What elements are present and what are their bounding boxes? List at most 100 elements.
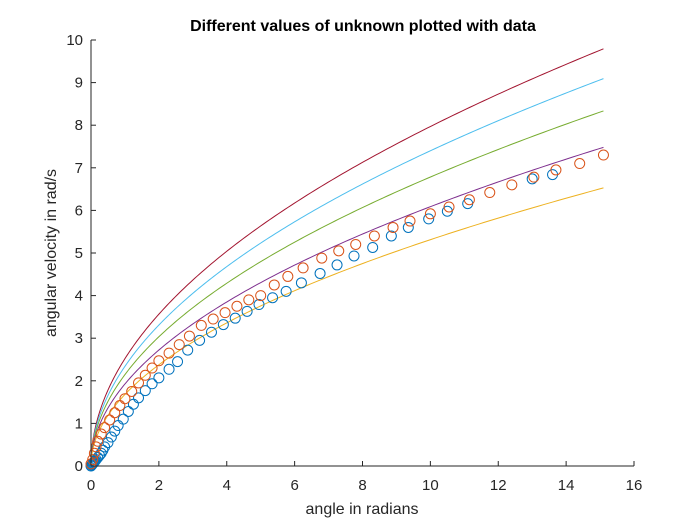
y-tick-label: 2	[75, 373, 83, 390]
x-tick-label: 16	[626, 477, 643, 494]
scatter-point	[424, 208, 436, 220]
scatter-point	[146, 378, 158, 390]
scatter-point	[95, 428, 107, 440]
y-tick-label: 6	[75, 202, 83, 219]
y-tick-label: 8	[75, 117, 83, 134]
scatter-point	[484, 187, 496, 199]
scatter-point	[243, 294, 255, 306]
scatter-point	[280, 285, 292, 297]
scatter-point	[205, 326, 217, 338]
scatter-point	[443, 201, 455, 213]
x-tick-label: 14	[558, 477, 575, 494]
scatter-point	[404, 215, 416, 227]
scatter-point	[297, 262, 309, 274]
y-tick-label: 10	[66, 32, 83, 49]
scatter-point	[109, 425, 121, 437]
scatter-point	[255, 290, 267, 302]
series-line	[90, 48, 604, 467]
y-axis-label: angular velocity in rad/s	[43, 169, 60, 337]
series-line	[90, 78, 604, 467]
scatter-point	[574, 158, 586, 170]
scatter-point	[348, 250, 360, 262]
scatter-point	[229, 312, 241, 324]
scatter-point	[163, 363, 175, 375]
scatter-point	[295, 277, 307, 289]
scatter-point	[506, 179, 518, 191]
scatter-point	[268, 279, 280, 291]
scatter-point	[282, 270, 294, 282]
scatter-point	[331, 259, 343, 271]
scatter-point	[133, 377, 145, 389]
scatter-point	[172, 356, 184, 368]
scatter-point	[139, 385, 151, 397]
scatter-point	[109, 407, 121, 419]
scatter-point	[99, 422, 111, 434]
y-tick-label: 0	[75, 458, 83, 475]
series-line	[90, 146, 604, 467]
scatter-point	[367, 241, 379, 253]
x-tick-label: 8	[358, 477, 366, 494]
scatter-point	[207, 313, 219, 325]
scatter-point	[153, 372, 165, 384]
scatter-point	[88, 447, 100, 459]
scatter-point	[92, 435, 104, 447]
x-tick-label: 6	[290, 477, 298, 494]
scatter-point	[195, 319, 207, 331]
scatter-point	[87, 454, 99, 466]
x-tick-label: 12	[490, 477, 507, 494]
y-ticks: 0 1 2 3 4 5 6 7 8 9 10	[66, 32, 96, 475]
series-line	[90, 110, 604, 467]
scatter-point	[528, 171, 540, 183]
scatter-point	[463, 194, 475, 206]
scatter-point	[139, 369, 151, 381]
scatter-point	[350, 238, 362, 250]
scatter-point	[133, 392, 145, 404]
scatter-point	[117, 413, 129, 425]
y-tick-label: 7	[75, 160, 83, 177]
scatter-point	[122, 405, 134, 417]
scatter-point	[402, 221, 414, 233]
scatter-point	[241, 305, 253, 317]
y-tick-label: 4	[75, 288, 83, 305]
scatter-point	[126, 385, 138, 397]
scatter-point	[217, 319, 229, 331]
x-tick-label: 2	[155, 477, 163, 494]
series-layer	[85, 48, 609, 472]
scatter-point	[387, 221, 399, 233]
scatter-point	[182, 344, 194, 356]
scatter-point	[550, 164, 562, 176]
x-tick-label: 4	[223, 477, 231, 494]
scatter-point	[385, 230, 397, 242]
scatter-point	[314, 267, 326, 279]
scatter-point	[316, 252, 328, 264]
scatter-point	[173, 339, 185, 351]
scatter-point	[105, 431, 117, 443]
scatter-point	[526, 173, 538, 185]
scatter-point	[194, 334, 206, 346]
y-tick-label: 1	[75, 415, 83, 432]
scatter-point	[146, 362, 158, 374]
scatter-point	[333, 245, 345, 257]
scatter-point	[153, 355, 165, 367]
scatter-point	[104, 414, 116, 426]
x-tick-label: 0	[87, 477, 95, 494]
scatter-point	[163, 347, 175, 359]
y-tick-label: 3	[75, 330, 83, 347]
scatter-point	[423, 213, 435, 225]
scatter-point	[219, 307, 231, 319]
x-axis-label: angle in radians	[306, 501, 419, 518]
scatter-point	[267, 292, 279, 304]
scatter-point	[597, 149, 609, 161]
scatter-point	[119, 393, 131, 405]
scatter-point	[368, 230, 380, 242]
chart-title: Different values of unknown plotted with…	[190, 18, 536, 35]
x-ticks: 0 2 4 6 8 10 12 14 16	[87, 461, 643, 494]
y-tick-label: 5	[75, 245, 83, 262]
scatter-point	[253, 299, 265, 311]
x-tick-label: 10	[422, 477, 439, 494]
scatter-point	[183, 330, 195, 342]
y-tick-label: 9	[75, 75, 83, 92]
scatter-point	[231, 300, 243, 312]
